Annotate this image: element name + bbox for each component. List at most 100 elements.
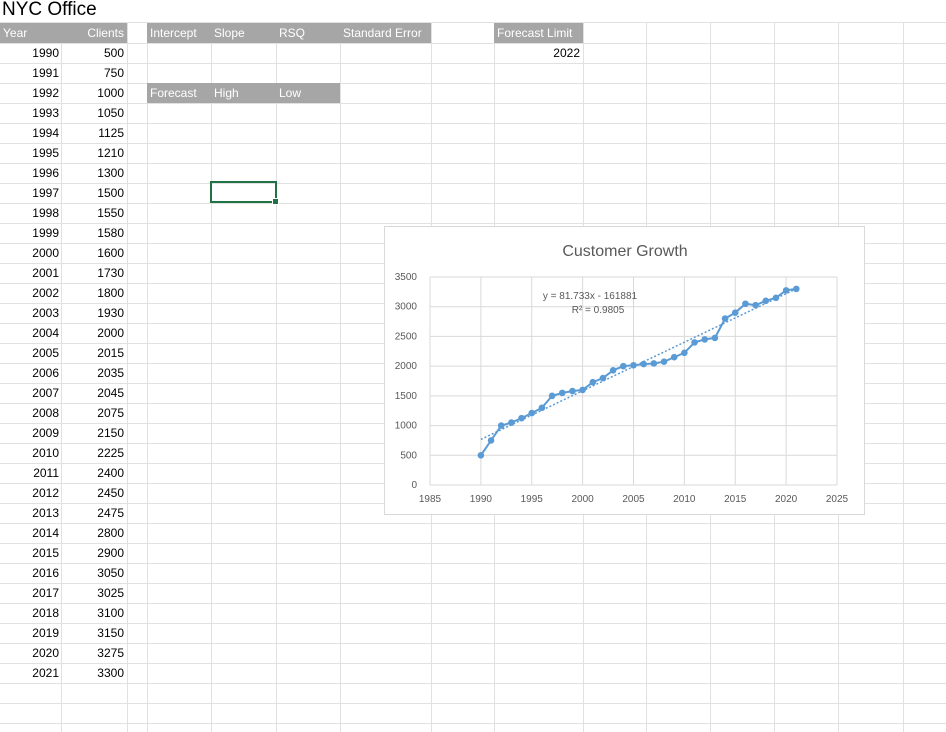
year-cell[interactable]: 2006 (32, 366, 59, 380)
year-cell[interactable]: 1996 (32, 166, 59, 180)
clients-cell[interactable]: 2035 (97, 366, 124, 380)
y-tick-label: 3000 (395, 302, 418, 313)
rsq-header[interactable]: RSQ (276, 23, 340, 43)
clients-cell[interactable]: 1050 (97, 106, 124, 120)
year-cell[interactable]: 1997 (32, 186, 59, 200)
sheet-title[interactable]: NYC Office (2, 0, 97, 20)
clients-cell[interactable]: 2400 (97, 466, 124, 480)
clients-cell[interactable]: 2150 (97, 426, 124, 440)
year-cell[interactable]: 1992 (32, 86, 59, 100)
clients-cell[interactable]: 3150 (97, 626, 124, 640)
year-cell[interactable]: 2017 (32, 586, 59, 600)
forecast-header[interactable]: Forecast (147, 83, 211, 103)
data-point (752, 301, 759, 309)
data-point (538, 404, 546, 412)
clients-cell[interactable]: 2075 (97, 406, 124, 420)
clients-cell[interactable]: 1500 (97, 186, 124, 200)
year-cell[interactable]: 2003 (32, 306, 59, 320)
clients-cell[interactable]: 1800 (97, 286, 124, 300)
clients-cell[interactable]: 3100 (97, 606, 124, 620)
clients-column-header[interactable]: Clients (61, 23, 127, 43)
year-cell[interactable]: 2011 (33, 466, 59, 480)
data-point (477, 451, 485, 459)
selected-cell[interactable] (210, 181, 279, 205)
data-point (497, 422, 505, 429)
clients-cell[interactable]: 2045 (97, 386, 124, 400)
year-cell[interactable]: 2014 (32, 526, 59, 540)
year-cell[interactable]: 2019 (32, 626, 59, 640)
fill-handle[interactable] (272, 198, 279, 205)
customer-growth-chart[interactable]: Customer Growth 0 500 1000 1500 2000 2500 3000… (384, 226, 865, 515)
clients-cell[interactable]: 2475 (97, 506, 124, 520)
year-cell[interactable]: 1991 (32, 66, 59, 80)
clients-cell[interactable]: 2450 (97, 486, 124, 500)
data-point (711, 334, 719, 342)
year-cell[interactable]: 1995 (32, 146, 59, 160)
standard-error-header[interactable]: Standard Error (340, 23, 431, 43)
year-cell[interactable]: 2016 (32, 566, 59, 580)
clients-cell[interactable]: 750 (103, 66, 124, 80)
clients-cell[interactable]: 2000 (97, 326, 124, 340)
clients-cell[interactable]: 1000 (97, 86, 124, 100)
clients-cell[interactable]: 1580 (97, 226, 124, 240)
slope-header[interactable]: Slope (211, 23, 276, 43)
data-point (772, 294, 780, 302)
year-column-header[interactable]: Year (0, 23, 61, 43)
y-tick-label: 1500 (395, 391, 418, 402)
year-cell[interactable]: 1999 (32, 226, 59, 240)
clients-cell[interactable]: 1930 (97, 306, 124, 320)
clients-cell[interactable]: 1210 (97, 146, 124, 160)
data-point (589, 378, 597, 386)
year-cell[interactable]: 2010 (32, 446, 59, 460)
year-cell[interactable]: 2012 (32, 486, 59, 500)
y-tick-label: 2000 (395, 361, 418, 372)
year-cell[interactable]: 2015 (32, 546, 59, 560)
data-point (793, 285, 800, 293)
clients-cell[interactable]: 1600 (97, 246, 124, 260)
year-cell[interactable]: 2008 (32, 406, 59, 420)
year-cell[interactable]: 2004 (32, 326, 59, 340)
year-cell[interactable]: 2005 (32, 346, 59, 360)
high-header[interactable]: High (211, 83, 276, 103)
data-point (508, 419, 515, 426)
y-tick-label: 3500 (395, 272, 418, 283)
year-cell[interactable]: 2001 (32, 266, 59, 280)
year-cell[interactable]: 1993 (32, 106, 59, 120)
clients-cell[interactable]: 3025 (97, 586, 124, 600)
forecast-limit-header[interactable]: Forecast Limit (494, 23, 583, 43)
year-cell[interactable]: 1990 (32, 46, 59, 60)
clients-cell[interactable]: 500 (103, 46, 124, 60)
data-point (518, 414, 525, 422)
clients-cell[interactable]: 3300 (97, 666, 124, 680)
data-point (640, 360, 647, 368)
clients-cell[interactable]: 2900 (97, 546, 124, 560)
year-cell[interactable]: 2009 (32, 426, 59, 440)
clients-cell[interactable]: 1730 (97, 266, 124, 280)
clients-cell[interactable]: 1125 (98, 126, 124, 140)
year-cell[interactable]: 1994 (32, 126, 59, 140)
clients-cell[interactable]: 1550 (97, 206, 124, 220)
forecast-limit-value[interactable]: 2022 (553, 46, 580, 60)
clients-cell[interactable]: 2800 (97, 526, 124, 540)
data-point (528, 409, 536, 417)
clients-cell[interactable]: 2225 (97, 446, 124, 460)
low-header[interactable]: Low (276, 83, 340, 103)
year-cell[interactable]: 2020 (32, 646, 59, 660)
year-cell[interactable]: 2013 (32, 506, 59, 520)
clients-cell[interactable]: 3050 (97, 566, 124, 580)
data-point (620, 362, 627, 370)
data-point (548, 392, 556, 400)
clients-cell[interactable]: 3275 (97, 646, 124, 660)
clients-cell[interactable]: 2015 (97, 346, 124, 360)
year-cell[interactable]: 2007 (32, 386, 59, 400)
clients-cell[interactable]: 1300 (97, 166, 124, 180)
year-cell[interactable]: 1998 (32, 206, 59, 220)
data-point (721, 315, 729, 322)
x-tick-label: 2025 (826, 494, 849, 505)
y-tick-label: 2500 (395, 331, 418, 342)
year-cell[interactable]: 2018 (32, 606, 59, 620)
year-cell[interactable]: 2000 (32, 246, 59, 260)
year-cell[interactable]: 2021 (32, 666, 59, 680)
year-cell[interactable]: 2002 (32, 286, 59, 300)
intercept-header[interactable]: Intercept (147, 23, 211, 43)
